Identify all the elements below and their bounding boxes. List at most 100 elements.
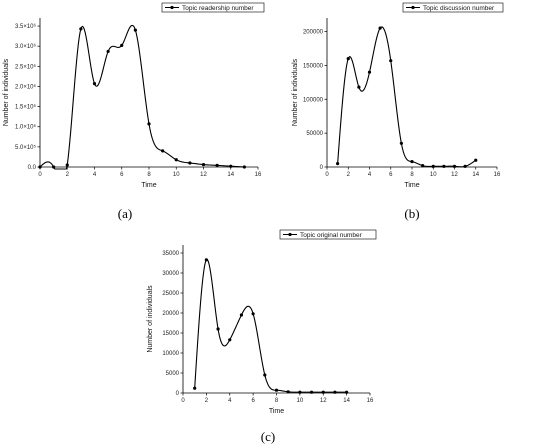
y-tick-label: 2.5×10⁶ bbox=[15, 63, 37, 70]
x-tick-label: 10 bbox=[430, 172, 437, 178]
y-axis-label: Number of individuals bbox=[292, 58, 299, 126]
series-line bbox=[39, 24, 245, 170]
data-point bbox=[193, 386, 197, 390]
data-point bbox=[188, 161, 192, 165]
y-tick-label: 35000 bbox=[162, 251, 179, 257]
y-axis-label: Number of individuals bbox=[3, 58, 10, 126]
data-point bbox=[474, 158, 478, 162]
data-point bbox=[346, 57, 350, 61]
data-point bbox=[399, 141, 403, 145]
legend-marker bbox=[170, 5, 174, 10]
y-tick-label: 2.0×10⁶ bbox=[15, 83, 37, 90]
x-tick-label: 12 bbox=[451, 172, 458, 178]
x-tick-label: 2 bbox=[66, 172, 70, 178]
data-point bbox=[309, 390, 314, 394]
data-point bbox=[251, 312, 255, 316]
x-tick-label: 12 bbox=[320, 398, 327, 404]
data-point bbox=[120, 43, 124, 47]
legend-marker bbox=[288, 232, 292, 237]
y-tick-label: 0 bbox=[320, 165, 324, 171]
x-tick-label: 6 bbox=[251, 398, 255, 404]
x-tick-label: 4 bbox=[228, 398, 232, 404]
data-point bbox=[333, 390, 337, 394]
y-tick-label: 100000 bbox=[303, 97, 324, 103]
panel-label: (b) bbox=[404, 206, 419, 221]
data-point bbox=[378, 26, 382, 30]
legend-label: Topic readership number bbox=[182, 5, 254, 12]
data-point bbox=[336, 162, 340, 166]
y-tick-label: 25000 bbox=[162, 291, 179, 297]
y-tick-label: 15000 bbox=[162, 331, 179, 337]
data-point bbox=[463, 164, 467, 168]
x-tick-label: 10 bbox=[173, 172, 180, 178]
y-tick-label: 150000 bbox=[303, 63, 324, 69]
y-tick-label: 20000 bbox=[162, 311, 179, 317]
legend-box bbox=[161, 2, 265, 13]
data-point bbox=[147, 122, 151, 126]
y-tick-label: 3.0×10⁶ bbox=[15, 43, 37, 50]
data-point bbox=[201, 162, 206, 167]
data-point bbox=[38, 165, 42, 169]
x-axis-label: Time bbox=[269, 408, 284, 415]
panel-label: (a) bbox=[118, 206, 132, 221]
data-point bbox=[357, 85, 361, 89]
x-tick-label: 16 bbox=[494, 172, 501, 178]
legend-marker bbox=[411, 5, 415, 10]
data-point bbox=[345, 390, 349, 394]
data-point bbox=[410, 159, 414, 164]
x-tick-label: 2 bbox=[347, 172, 351, 178]
x-tick-label: 4 bbox=[368, 172, 372, 178]
data-point bbox=[228, 338, 232, 342]
data-point bbox=[133, 28, 137, 32]
x-tick-label: 8 bbox=[147, 172, 151, 178]
data-point bbox=[92, 82, 97, 86]
y-tick-label: 0.0 bbox=[28, 165, 37, 171]
x-tick-label: 14 bbox=[472, 172, 479, 178]
x-tick-label: 8 bbox=[410, 172, 414, 178]
data-point bbox=[298, 390, 302, 394]
data-point bbox=[216, 327, 220, 331]
legend-label: Topic original number bbox=[300, 232, 363, 239]
chart-panel-a: 0 2 4 6 8 10 12 14 16 0.0 5.0×10⁵ 1.0×10⁶ 1.5×10⁶ 2.0… bbox=[3, 2, 265, 221]
data-point bbox=[106, 49, 110, 54]
data-point bbox=[452, 164, 457, 168]
data-point bbox=[65, 163, 69, 167]
x-tick-label: 16 bbox=[367, 398, 374, 404]
x-tick-label: 0 bbox=[181, 398, 185, 404]
x-tick-label: 14 bbox=[343, 398, 350, 404]
chart-panel-b: 0 2 4 6 8 10 12 14 16 0 50000 100000 150000 200000 Tim… bbox=[292, 2, 504, 221]
x-tick-label: 6 bbox=[120, 172, 124, 178]
data-point bbox=[389, 59, 393, 63]
data-point bbox=[52, 165, 56, 169]
data-point bbox=[442, 164, 446, 168]
y-tick-label: 3.5×10⁶ bbox=[15, 23, 37, 30]
data-point bbox=[274, 388, 279, 392]
data-point bbox=[321, 390, 325, 394]
series-line bbox=[337, 26, 477, 168]
data-point bbox=[239, 313, 244, 317]
panel-label: (c) bbox=[261, 429, 275, 444]
data-point bbox=[367, 70, 372, 74]
y-tick-label: 1.0×10⁶ bbox=[15, 124, 37, 131]
legend-label: Topic discussion number bbox=[423, 5, 495, 12]
y-tick-label: 1.5×10⁶ bbox=[15, 104, 37, 111]
data-point bbox=[79, 27, 83, 31]
y-tick-label: 200000 bbox=[303, 30, 324, 36]
y-tick-label: 30000 bbox=[162, 271, 179, 277]
x-tick-label: 0 bbox=[38, 172, 42, 178]
x-tick-label: 14 bbox=[227, 172, 234, 178]
x-axis-label: Time bbox=[404, 182, 419, 189]
y-axis-label: Number of individuals bbox=[147, 285, 154, 353]
data-point bbox=[242, 165, 246, 169]
data-point bbox=[174, 158, 178, 162]
y-tick-label: 10000 bbox=[162, 351, 179, 357]
x-tick-label: 16 bbox=[255, 172, 262, 178]
x-tick-label: 4 bbox=[93, 172, 97, 178]
legend-box bbox=[279, 229, 377, 240]
data-point bbox=[431, 164, 435, 168]
series-line bbox=[194, 258, 347, 393]
y-tick-label: 5000 bbox=[166, 371, 180, 377]
data-point bbox=[161, 149, 165, 153]
y-tick-label: 0 bbox=[176, 391, 180, 397]
